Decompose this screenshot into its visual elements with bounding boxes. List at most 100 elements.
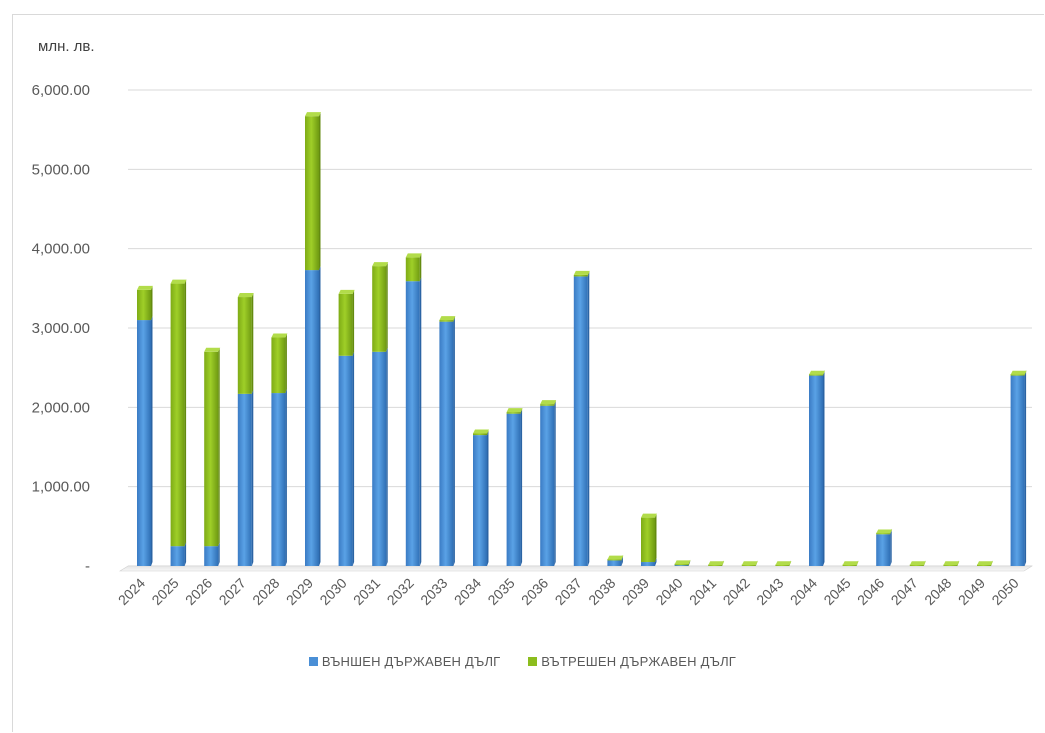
x-tick-label: 2041 — [686, 575, 719, 608]
y-tick-label: 2,000.00 — [32, 399, 90, 416]
chart-frame — [12, 14, 1044, 732]
bar-top — [473, 429, 489, 434]
x-tick-label: 2039 — [619, 575, 652, 608]
bar-top — [809, 370, 825, 375]
y-tick-label: - — [85, 558, 90, 575]
legend: ВЪНШЕН ДЪРЖАВЕН ДЪЛГ ВЪТРЕШЕН ДЪРЖАВЕН Д… — [0, 654, 1045, 669]
bar-segment — [338, 351, 355, 566]
bar-segment — [607, 556, 623, 566]
bar-segment — [506, 409, 523, 566]
bar-top — [204, 347, 221, 352]
legend-item-external: ВЪНШЕН ДЪРЖАВЕН ДЪЛГ — [308, 654, 501, 669]
bar-segment — [204, 347, 220, 547]
bar-top — [170, 279, 187, 284]
bar-top — [405, 253, 422, 258]
legend-swatch-internal — [528, 657, 538, 666]
x-tick-label: 2026 — [182, 575, 215, 608]
y-tick-label: 6,000.00 — [32, 82, 90, 99]
bar-top — [607, 555, 624, 560]
bars — [137, 112, 1027, 566]
x-tick-label: 2033 — [417, 575, 450, 608]
x-tick-label: 2025 — [148, 575, 181, 608]
bar-top — [338, 289, 355, 294]
bar-top — [641, 513, 657, 518]
bar-segment — [540, 401, 556, 566]
bar-segment — [204, 542, 220, 566]
bar-segment — [372, 262, 388, 352]
bar-top — [977, 561, 993, 566]
bar-top — [137, 285, 153, 290]
bar-top — [775, 561, 792, 566]
chart-floor — [118, 565, 1034, 572]
x-axis-ticks: 2024 2025 2026 2027 2028 2029 2030 2031 2032 2033… — [115, 575, 1022, 608]
bar-segment — [170, 279, 187, 547]
x-tick-label: 2037 — [552, 575, 585, 608]
legend-label-internal: ВЪТРЕШЕН ДЪРЖАВЕН ДЪЛГ — [541, 654, 737, 669]
bar-top — [305, 112, 321, 117]
x-tick-label: 2046 — [854, 575, 887, 608]
y-axis-unit-label: млн. лв. — [38, 38, 95, 55]
y-tick-label: 5,000.00 — [32, 161, 90, 178]
bar-segment — [641, 513, 657, 563]
x-tick-label: 2040 — [652, 575, 685, 608]
bar-segment — [573, 272, 590, 566]
x-tick-label: 2045 — [820, 575, 853, 608]
y-axis-ticks: - 1,000.00 2,000.00 3,000.00 4,000.00 5,000.0… — [32, 82, 90, 575]
bar-segment — [305, 266, 321, 566]
bar-top — [372, 262, 389, 267]
bar-top — [439, 316, 456, 321]
bar-segment — [439, 317, 455, 566]
bar-segment — [372, 347, 388, 566]
bar-top — [708, 561, 725, 566]
legend-item-internal: ВЪТРЕШЕН ДЪРЖАВЕН ДЪЛГ — [528, 654, 736, 669]
x-tick-label: 2036 — [518, 575, 551, 608]
x-tick-label: 2044 — [787, 575, 820, 608]
bar-segment — [473, 431, 489, 566]
x-tick-label: 2031 — [350, 575, 383, 608]
x-tick-label: 2050 — [988, 575, 1021, 608]
x-tick-label: 2028 — [249, 575, 282, 608]
x-tick-label: 2042 — [720, 575, 753, 608]
bar-top — [842, 561, 859, 566]
x-tick-label: 2029 — [283, 575, 316, 608]
x-tick-label: 2049 — [955, 575, 988, 608]
x-tick-label: 2027 — [216, 575, 249, 608]
x-tick-label: 2038 — [585, 575, 618, 608]
bar-segment — [641, 558, 657, 566]
bar-segment — [237, 293, 254, 394]
bar-top — [674, 560, 691, 565]
bar-top — [909, 561, 926, 566]
bar-segment — [271, 333, 287, 394]
y-tick-label: 4,000.00 — [32, 241, 90, 258]
x-tick-label: 2035 — [484, 575, 517, 608]
x-tick-label: 2048 — [921, 575, 954, 608]
bar-top — [237, 293, 254, 298]
bar-top — [271, 333, 288, 338]
bar-segment — [1010, 371, 1027, 566]
bar-segment — [271, 389, 287, 566]
bar-top — [741, 561, 758, 566]
bar-segment — [137, 316, 153, 566]
bar-top — [573, 270, 590, 275]
bar-segment — [137, 285, 153, 321]
bar-segment — [305, 112, 321, 271]
bar-top — [943, 561, 960, 566]
bar-top — [540, 400, 557, 405]
x-tick-label: 2032 — [384, 575, 417, 608]
y-tick-label: 1,000.00 — [32, 479, 90, 496]
legend-swatch-external — [308, 657, 318, 666]
y-tick-label: 3,000.00 — [32, 320, 90, 337]
bar-segment — [170, 542, 187, 566]
bar-segment — [809, 371, 825, 566]
bar-segment — [237, 389, 254, 566]
bar-segment — [405, 277, 422, 566]
legend-label-external: ВЪНШЕН ДЪРЖАВЕН ДЪЛГ — [321, 654, 501, 669]
bar-segment — [876, 530, 892, 566]
x-tick-label: 2043 — [753, 575, 786, 608]
floor — [118, 565, 1034, 572]
bar-segment — [338, 289, 355, 356]
bar-top — [506, 408, 523, 413]
x-tick-label: 2024 — [115, 575, 148, 608]
x-tick-label: 2047 — [888, 575, 921, 608]
